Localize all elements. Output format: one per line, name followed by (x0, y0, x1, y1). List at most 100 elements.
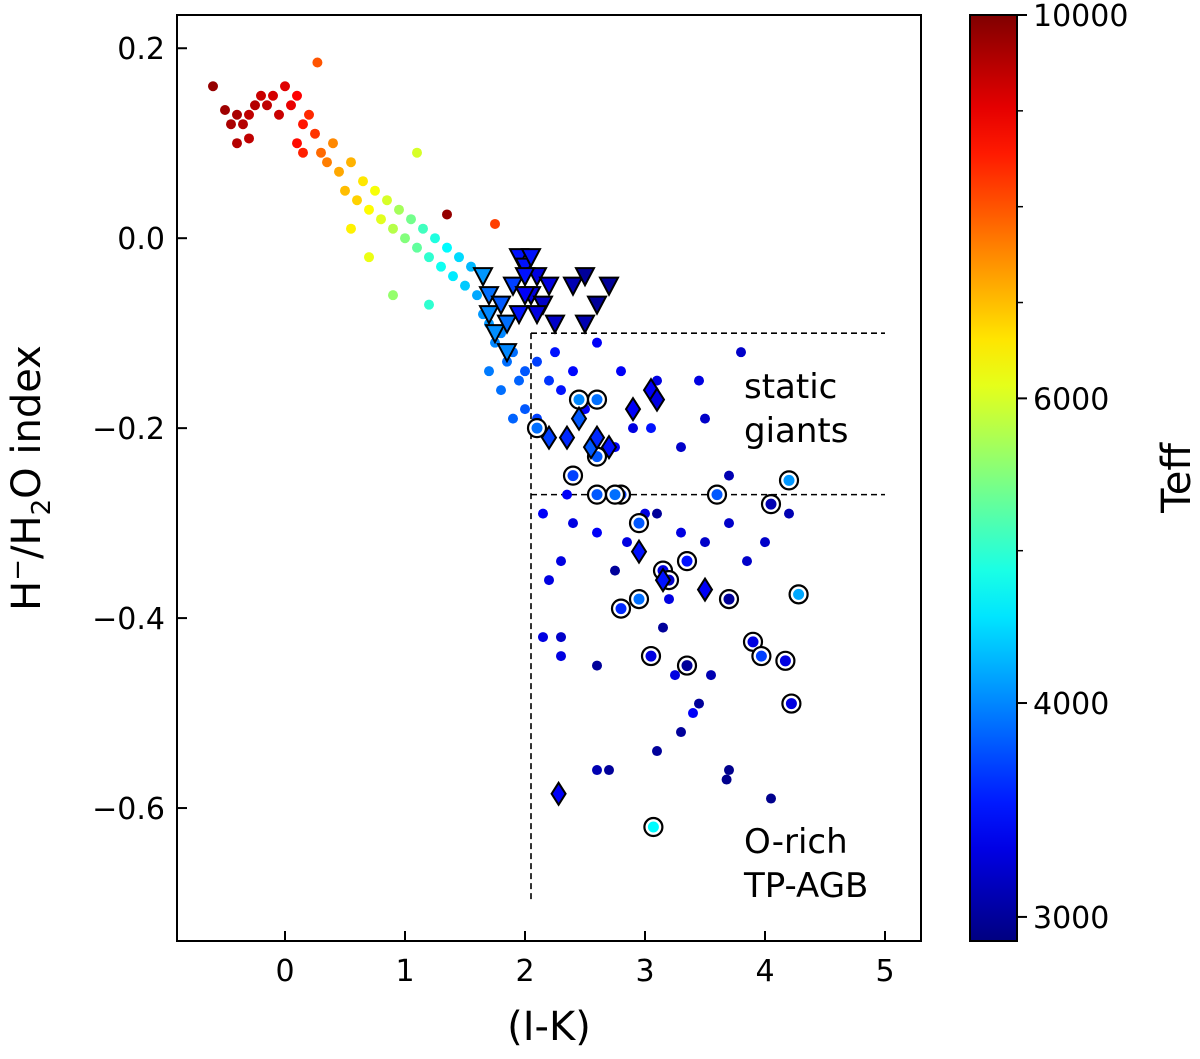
colorbar-tick-label: 3000 (1033, 901, 1109, 936)
star-point (676, 727, 686, 738)
star-point (312, 57, 323, 68)
annotation-line: giants (744, 411, 848, 451)
star-point (286, 100, 296, 111)
star-point (694, 375, 704, 386)
triangle-marker (520, 248, 542, 269)
star-point (376, 214, 386, 225)
star-point (700, 537, 710, 548)
star-point (424, 252, 434, 263)
star-point (610, 565, 620, 576)
colorbar-tick-label: 6000 (1033, 382, 1109, 417)
star-point (352, 195, 362, 206)
x-tick-label: 4 (755, 954, 774, 989)
star-point (604, 765, 614, 776)
star-point (556, 385, 566, 396)
triangle-marker (508, 305, 530, 326)
annotation-static-giants: static giants (744, 367, 848, 451)
triangle-marker (574, 314, 596, 335)
triangle-marker (598, 276, 620, 297)
ring-marker-fill (793, 588, 805, 600)
star-point (724, 765, 734, 776)
star-point (736, 347, 746, 358)
star-point (760, 537, 770, 548)
x-axis-ticks: 0 1 2 3 4 5 (275, 931, 895, 989)
ring-marker-fill (567, 470, 579, 482)
star-point (442, 242, 452, 253)
star-point (388, 223, 398, 234)
ring-marker-fill (681, 660, 693, 672)
x-axis-title: (I-K) (507, 1004, 591, 1050)
star-point (388, 290, 398, 301)
star-point (208, 81, 218, 92)
star-point (250, 100, 260, 111)
ring-marker-fill (765, 498, 777, 510)
y-tick-label: 0.2 (117, 32, 165, 67)
star-point (724, 518, 734, 529)
star-point (280, 81, 290, 92)
diamond-marker (570, 405, 588, 432)
star-point (544, 375, 554, 386)
star-point (721, 774, 732, 785)
star-point (244, 133, 254, 144)
star-point (694, 698, 704, 709)
triangle-marker (514, 267, 536, 288)
star-point (424, 299, 434, 310)
star-point (244, 109, 254, 120)
y-tick-label: −0.6 (92, 792, 165, 827)
star-point (538, 632, 548, 643)
star-point (700, 413, 710, 424)
star-point (220, 104, 230, 115)
y-tick-label: −0.2 (92, 412, 165, 447)
star-point (226, 119, 236, 130)
star-point (274, 109, 284, 120)
ring-marker-fill (681, 555, 693, 567)
star-point (418, 223, 428, 234)
ring-marker-fill (573, 394, 585, 406)
ring-marker-fill (747, 636, 759, 648)
triangle-marker (586, 295, 608, 316)
star-point (232, 109, 242, 120)
diamond-marker (648, 386, 666, 413)
y-tick-label: −0.4 (92, 602, 165, 637)
ring-marker-fill (779, 655, 791, 667)
colorbar-tick-label: 4000 (1033, 687, 1109, 722)
star-point (676, 527, 686, 538)
colorbar: 3000 4000 6000 10000 Teff (969, 0, 1200, 942)
star-point (370, 185, 380, 196)
star-point (430, 233, 440, 244)
annotation-line: static (744, 367, 837, 407)
colorbar-title: Teff (1154, 442, 1200, 514)
star-point (742, 556, 752, 567)
x-tick-label: 3 (635, 954, 654, 989)
x-tick-label: 0 (275, 954, 294, 989)
diamond-marker (550, 780, 567, 807)
annotation-line: TP-AGB (743, 866, 868, 906)
star-point (592, 527, 602, 538)
star-point (262, 100, 272, 111)
colorbar-gradient (969, 14, 1018, 942)
star-point (298, 119, 308, 130)
ring-marker-fill (591, 394, 603, 406)
star-point (556, 632, 566, 643)
ring-marker-fill (645, 650, 657, 662)
triangle-marker (496, 343, 518, 364)
star-point (520, 404, 530, 415)
star-point (328, 138, 338, 149)
star-point (652, 508, 662, 519)
star-point (766, 793, 776, 804)
star-point (346, 157, 356, 168)
star-point (346, 223, 356, 234)
triangle-marker (472, 267, 494, 288)
star-point (394, 204, 404, 215)
star-point (592, 337, 602, 348)
ring-marker-fill (755, 650, 767, 662)
star-point (316, 147, 326, 158)
x-tick-label: 2 (515, 954, 534, 989)
star-point (658, 622, 668, 633)
star-point (406, 214, 416, 225)
star-point (628, 423, 638, 434)
star-point (232, 138, 242, 149)
star-point (706, 670, 716, 681)
triangle-marker (526, 305, 548, 326)
star-point (292, 138, 302, 149)
